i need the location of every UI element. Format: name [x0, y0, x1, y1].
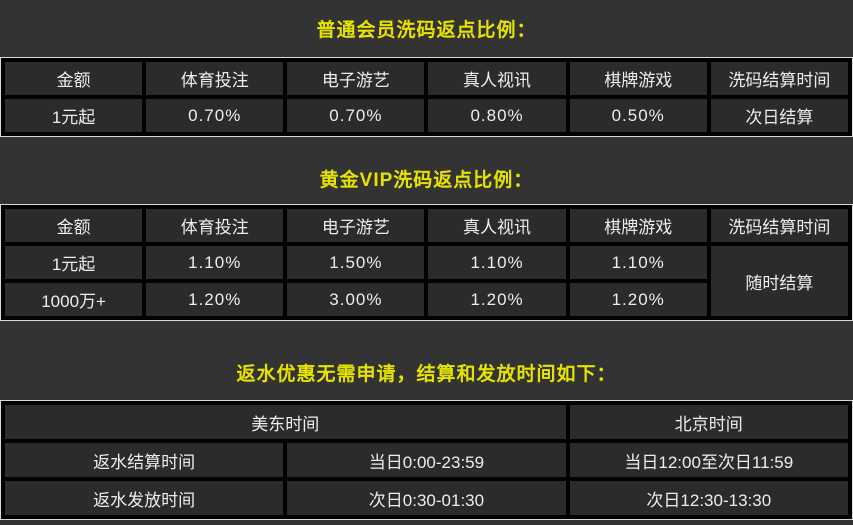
rate-cell: 1.10%: [428, 246, 566, 279]
header-live-casino: 真人视讯: [428, 62, 566, 95]
section2-title-band: 黄金VIP洗码返点比例：: [0, 137, 853, 204]
beijing-release-time-cell: 次日12:30-13:30: [569, 481, 848, 515]
table-row: 返水发放时间 次日0:30-01:30 次日12:30-13:30: [5, 481, 848, 515]
table-header-row: 金额 体育投注 电子游艺 真人视讯 棋牌游戏 洗码结算时间: [5, 209, 848, 242]
settlement-time-cell: 次日结算: [710, 99, 848, 132]
rebate-time-table: 美东时间 北京时间 返水结算时间 当日0:00-23:59 当日12:00至次日…: [0, 400, 853, 520]
section1-title: 普通会员洗码返点比例：: [316, 20, 537, 41]
section1-title-band: 普通会员洗码返点比例：: [0, 0, 853, 57]
header-amount: 金额: [5, 209, 143, 242]
header-us-eastern-time: 美东时间: [5, 405, 566, 439]
header-settlement-time: 洗码结算时间: [710, 209, 848, 242]
header-electronic-games: 电子游艺: [287, 209, 425, 242]
table-header-row: 金额 体育投注 电子游艺 真人视讯 棋牌游戏 洗码结算时间: [5, 62, 848, 95]
section2-title: 黄金VIP洗码返点比例：: [319, 170, 534, 191]
us-settle-time-cell: 当日0:00-23:59: [287, 443, 566, 477]
table-row: 1元起 1.10% 1.50% 1.10% 1.10% 随时结算: [5, 246, 848, 316]
rate-cell: 0.70%: [146, 99, 284, 132]
ordinary-member-rate-table: 金额 体育投注 电子游艺 真人视讯 棋牌游戏 洗码结算时间 1元起 0.70% …: [0, 57, 853, 137]
header-sports-betting: 体育投注: [146, 209, 284, 242]
table-row: 返水结算时间 当日0:00-23:59 当日12:00至次日11:59: [5, 443, 848, 477]
header-electronic-games: 电子游艺: [287, 62, 425, 95]
header-amount: 金额: [5, 62, 143, 95]
header-live-casino: 真人视讯: [428, 209, 566, 242]
rate-cell: 1.10%: [146, 246, 284, 279]
section3-title-band: 返水优惠无需申请，结算和发放时间如下：: [0, 321, 853, 400]
rate-cell: 3.00%: [287, 283, 425, 316]
header-beijing-time: 北京时间: [569, 405, 848, 439]
header-board-games: 棋牌游戏: [569, 209, 707, 242]
section3-title: 返水优惠无需申请，结算和发放时间如下：: [236, 364, 617, 385]
rate-cell: 1.20%: [146, 283, 284, 316]
table-row: 1元起 0.70% 0.70% 0.80% 0.50% 次日结算: [5, 99, 848, 132]
rate-cell: 1.20%: [428, 283, 566, 316]
rate-cell: 1.20%: [569, 283, 707, 316]
header-settlement-time: 洗码结算时间: [710, 62, 848, 95]
amount-cell: 1元起: [5, 246, 143, 279]
settlement-time-cell: 随时结算: [710, 246, 848, 316]
header-board-games: 棋牌游戏: [569, 62, 707, 95]
header-sports-betting: 体育投注: [146, 62, 284, 95]
beijing-settle-time-cell: 当日12:00至次日11:59: [569, 443, 848, 477]
rate-cell: 0.70%: [287, 99, 425, 132]
rebate-release-label: 返水发放时间: [5, 481, 284, 515]
amount-cell: 1000万+: [5, 283, 143, 316]
rate-cell: 0.80%: [428, 99, 566, 132]
rate-cell: 1.10%: [569, 246, 707, 279]
table-header-row: 美东时间 北京时间: [5, 405, 848, 439]
us-release-time-cell: 次日0:30-01:30: [287, 481, 566, 515]
rebate-settle-label: 返水结算时间: [5, 443, 284, 477]
gold-vip-rate-table: 金额 体育投注 电子游艺 真人视讯 棋牌游戏 洗码结算时间 1元起 1.10% …: [0, 204, 853, 321]
rate-cell: 1.50%: [287, 246, 425, 279]
table-row: 1000万+ 1.20% 3.00% 1.20% 1.20%: [5, 283, 848, 316]
amount-cell: 1元起: [5, 99, 143, 132]
rate-cell: 0.50%: [569, 99, 707, 132]
